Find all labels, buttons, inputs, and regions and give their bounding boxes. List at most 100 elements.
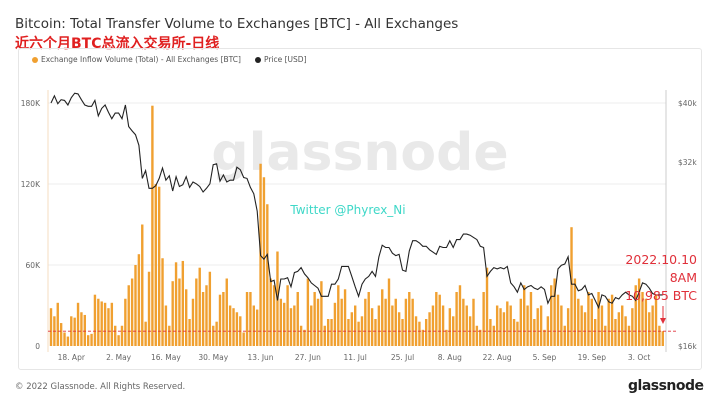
volume-bar (174, 262, 178, 346)
volume-bar (343, 289, 347, 346)
volume-bar (86, 335, 90, 346)
volume-bar (499, 308, 502, 346)
left-tick-label: 120K (21, 180, 41, 189)
volume-bar (232, 308, 235, 346)
volume-bar (661, 331, 664, 346)
volume-bar (658, 325, 661, 346)
volume-bar (144, 321, 147, 346)
volume-bar (384, 298, 387, 346)
volume-bar (134, 265, 137, 346)
volume-bar (604, 325, 607, 346)
volume-bar (566, 308, 570, 346)
volume-bar (337, 285, 340, 346)
x-tick-label: 3. Oct (628, 353, 651, 362)
volume-bar (377, 305, 381, 346)
volume-bar (154, 184, 157, 346)
legend-dot-icon (254, 57, 261, 63)
glassnode-logo: glassnode (628, 378, 704, 394)
volume-bar (137, 254, 141, 346)
volume-bar (313, 292, 316, 346)
watermark: glassnode (211, 123, 508, 183)
volume-bar (539, 305, 543, 346)
arrow-down-icon (660, 318, 666, 324)
volume-bar (266, 204, 269, 346)
volume-bar (408, 292, 411, 346)
volume-bar (614, 319, 617, 346)
volume-bar (519, 298, 523, 346)
volume-bar (424, 319, 428, 346)
volume-bar (593, 319, 597, 346)
volume-bar (512, 319, 516, 346)
legend-label: Price [USD] (263, 55, 307, 64)
volume-bar (479, 329, 482, 346)
volume-bar (421, 329, 424, 346)
volume-bar (387, 278, 391, 346)
volume-bar (107, 308, 110, 346)
volume-bar (252, 305, 255, 346)
x-tick-label: 19. Sep (578, 353, 607, 362)
volume-bar (120, 325, 124, 346)
volume-bar (83, 314, 86, 346)
volume-bar (80, 312, 83, 346)
volume-bar (347, 319, 350, 346)
volume-bar (438, 294, 441, 346)
volume-bar (299, 325, 303, 346)
volume-bar (583, 312, 587, 346)
volume-bar (201, 292, 205, 346)
volume-bar (651, 305, 654, 346)
volume-bar (573, 278, 577, 346)
volume-bar (455, 292, 458, 346)
volume-bar (550, 285, 553, 346)
volume-bar (130, 278, 134, 346)
volume-bar (597, 292, 600, 346)
volume-bar (110, 302, 114, 346)
volume-bar (151, 105, 154, 346)
volume-bar (103, 302, 107, 346)
x-tick-label: 22. Aug (483, 353, 512, 362)
legend: Exchange Inflow Volume (Total) - All Exc… (32, 55, 307, 64)
volume-bar (161, 258, 164, 346)
volume-bar (506, 301, 509, 346)
volume-bar (340, 298, 343, 346)
annotation-text: 10,985 BTC (625, 288, 697, 303)
volume-bar (631, 308, 634, 346)
volume-bar (114, 325, 117, 346)
volume-bar (191, 298, 195, 346)
volume-bar (178, 278, 181, 346)
volume-bar (475, 325, 479, 346)
right-tick-label: $32k (678, 158, 697, 167)
volume-bar (59, 323, 63, 346)
volume-bar (97, 298, 100, 346)
volume-bar (93, 294, 97, 346)
x-tick-label: 27. Jun (295, 353, 321, 362)
volume-bar (225, 278, 228, 346)
legend-label: Exchange Inflow Volume (Total) - All Exc… (41, 55, 241, 64)
volume-bar (364, 298, 367, 346)
legend-item-volume[interactable]: Exchange Inflow Volume (Total) - All Exc… (32, 55, 241, 64)
volume-bar (553, 278, 556, 346)
right-tick-label: $16k (678, 342, 697, 351)
volume-bar (279, 298, 283, 346)
volume-bar (563, 325, 566, 346)
volume-bar (326, 319, 330, 346)
annotation-text: 2022.10.10 (625, 252, 697, 267)
volume-bar (303, 329, 306, 346)
volume-bar (195, 278, 198, 346)
volume-bar (482, 292, 485, 346)
legend-item-price[interactable]: Price [USD] (254, 55, 307, 64)
volume-bar (435, 292, 438, 346)
volume-bar (543, 329, 546, 346)
volume-bar (495, 305, 499, 346)
volume-bar (360, 316, 364, 346)
volume-bar (333, 302, 337, 346)
volume-bar (644, 298, 648, 346)
volume-bar (249, 292, 252, 346)
volume-bar (492, 325, 495, 346)
volume-bar (272, 285, 276, 346)
volume-bar (100, 301, 103, 346)
volume-bar (185, 289, 188, 346)
volume-bar (354, 305, 357, 346)
volume-bar (465, 305, 468, 346)
